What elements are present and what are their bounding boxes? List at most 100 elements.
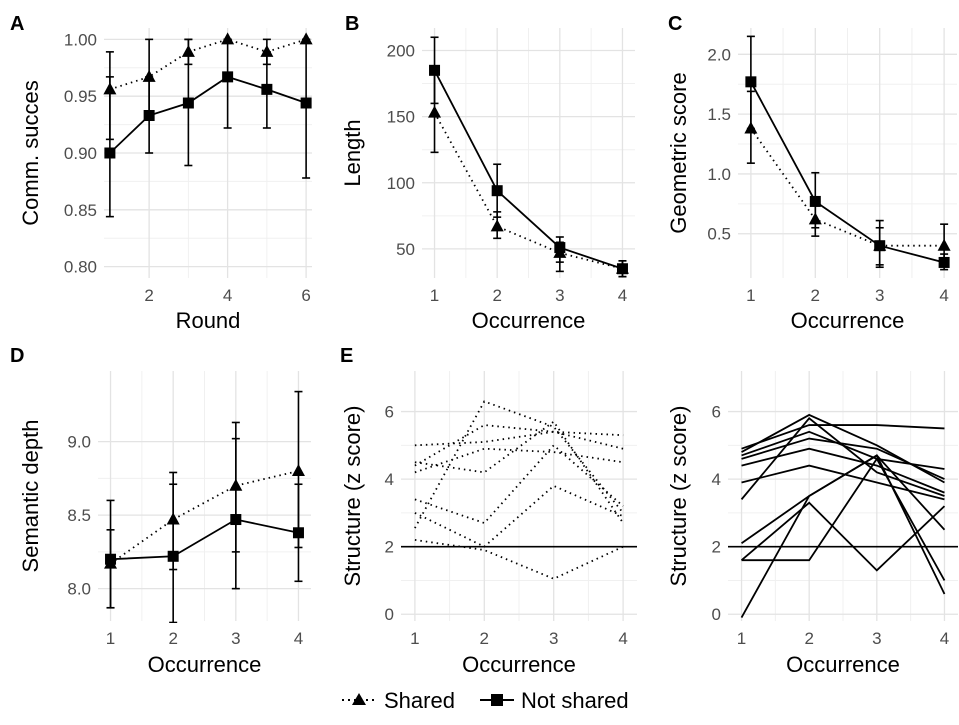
y-tick-label: 1.0 <box>707 165 731 184</box>
x-tick-label: 1 <box>410 629 419 648</box>
panel-label: D <box>10 345 24 367</box>
point-square <box>222 71 234 83</box>
y-tick-label: 9.0 <box>67 433 91 452</box>
y-tick-label: 0.85 <box>64 201 97 220</box>
x-axis-title: Round <box>176 308 241 333</box>
x-tick-label: 3 <box>231 629 240 648</box>
point-triangle <box>428 105 442 118</box>
series-line <box>740 454 946 619</box>
point-square <box>491 185 503 197</box>
point-square <box>616 263 628 275</box>
series-line <box>109 75 307 154</box>
y-axis-title: Length <box>340 119 365 186</box>
panel-label: B <box>345 13 359 35</box>
y-tick-label: 0.95 <box>64 87 97 106</box>
x-tick-label: 6 <box>301 286 310 305</box>
series-line <box>750 127 945 247</box>
point-square <box>143 110 155 121</box>
series-line <box>414 400 624 529</box>
series-line <box>414 430 624 447</box>
x-tick-label: 2 <box>492 286 501 305</box>
y-tick-label: 0 <box>385 605 394 624</box>
y-tick-label: 1.5 <box>707 105 731 124</box>
y-tick-label: 150 <box>387 108 415 127</box>
point-square <box>745 76 757 88</box>
x-tick-label: 1 <box>106 629 115 648</box>
series-line <box>110 518 299 561</box>
series-line <box>741 437 945 480</box>
x-tick-label: 3 <box>555 286 564 305</box>
panel-label: A <box>10 13 24 35</box>
legend-not-shared-label: Not shared <box>521 688 629 713</box>
x-axis-title: Occurrence <box>786 652 900 677</box>
series-line <box>750 81 945 264</box>
legend: Shared Not shared <box>342 688 629 713</box>
point-square <box>105 553 117 565</box>
x-axis-title: Occurrence <box>462 652 576 677</box>
panel-D: 1 2 3 4 8.0 8.5 9.0 Occurrence Semantic depth D <box>10 345 311 677</box>
y-tick-label: 0.90 <box>64 144 97 163</box>
panel-A: 2 4 6 0.80 0.85 0.90 0.95 1.00 Round Comm. succes… <box>10 13 313 333</box>
x-tick-label: 4 <box>223 286 232 305</box>
plot-area <box>401 400 637 580</box>
point-triangle <box>166 512 180 525</box>
x-tick-label: 4 <box>618 286 627 305</box>
point-square <box>292 527 304 539</box>
y-tick-label: 100 <box>387 174 415 193</box>
y-tick-label: 200 <box>387 41 415 60</box>
point-triangle <box>181 44 195 57</box>
point-square <box>167 550 179 562</box>
x-tick-label: 4 <box>618 629 627 648</box>
legend-shared-triangle-icon <box>352 693 366 705</box>
y-axis-title: Comm. succes <box>18 80 43 225</box>
y-tick-label: 2 <box>385 538 394 557</box>
x-tick-label: 4 <box>940 629 949 648</box>
point-square <box>554 242 566 254</box>
x-axis-title: Occurrence <box>148 652 262 677</box>
point-triangle <box>103 82 117 95</box>
point-square <box>182 97 194 109</box>
point-square <box>230 514 242 526</box>
y-tick-label: 4 <box>385 470 394 489</box>
point-triangle <box>221 32 235 45</box>
y-tick-label: 4 <box>712 470 721 489</box>
point-square <box>261 83 273 95</box>
y-tick-label: 6 <box>385 403 394 422</box>
panel-label: C <box>668 13 682 35</box>
point-square <box>874 240 886 252</box>
x-tick-label: 4 <box>939 286 948 305</box>
point-triangle <box>937 238 951 251</box>
point-triangle <box>291 464 305 476</box>
point-triangle <box>299 32 313 45</box>
plot-area <box>105 38 311 218</box>
y-tick-label: 0 <box>712 605 721 624</box>
legend-not-shared-square-icon <box>491 694 503 706</box>
point-triangle <box>808 212 822 225</box>
plot-area <box>430 36 627 278</box>
point-square <box>104 147 116 159</box>
y-axis-title: Structure (z score) <box>666 406 691 587</box>
series-line <box>741 424 945 450</box>
y-axis-title: Geometric score <box>666 72 691 233</box>
x-tick-label: 2 <box>144 286 153 305</box>
y-tick-label: 6 <box>712 403 721 422</box>
y-tick-label: 2 <box>712 538 721 557</box>
y-axis-title: Semantic depth <box>18 420 43 573</box>
x-tick-label: 1 <box>737 629 746 648</box>
point-triangle <box>142 69 156 82</box>
series-line <box>109 38 307 91</box>
y-tick-label: 8.0 <box>67 580 91 599</box>
y-tick-label: 0.80 <box>64 258 97 277</box>
x-tick-label: 2 <box>811 286 820 305</box>
x-tick-label: 1 <box>746 286 755 305</box>
series-line <box>741 464 945 501</box>
series-line <box>740 417 945 500</box>
x-tick-label: 4 <box>294 629 303 648</box>
point-square <box>300 97 312 109</box>
plot-area <box>728 413 958 619</box>
y-tick-label: 8.5 <box>67 506 91 525</box>
y-tick-label: 0.5 <box>707 225 731 244</box>
y-tick-label: 2.0 <box>707 45 731 64</box>
x-axis-title: Occurrence <box>791 308 905 333</box>
